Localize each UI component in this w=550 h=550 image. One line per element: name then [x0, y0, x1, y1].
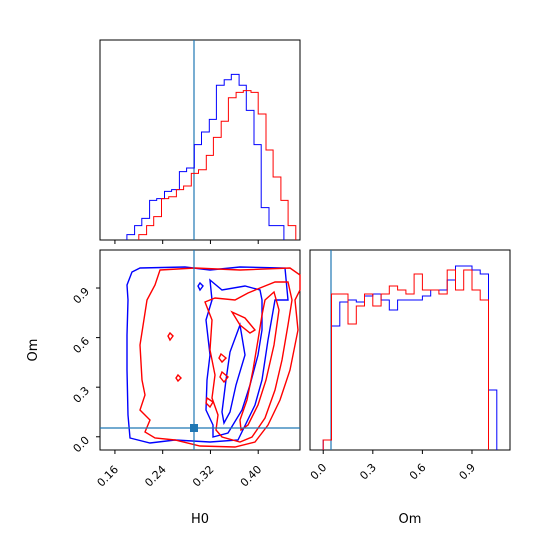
contour-red-island-1: [230, 310, 257, 334]
xlabel-om: Om: [399, 512, 422, 527]
tick-label-om-y: 0.9: [71, 285, 93, 307]
tick-label-h0: 0.40: [238, 463, 265, 490]
tick-label-h0: 0.32: [190, 463, 217, 490]
contour-red-island-6: [218, 352, 228, 364]
truth-marker: [190, 424, 198, 432]
histogram-om: [322, 265, 498, 450]
tick-label-om-x: 0.3: [357, 461, 379, 483]
tick-label-om-x: 0.9: [457, 461, 479, 483]
tick-label-om-x: 0.0: [308, 461, 330, 483]
tick-label-om-y: 0.0: [71, 434, 93, 456]
contour-blue-blob: [197, 281, 204, 292]
contour-red-island-5: [205, 396, 214, 409]
contour-red-mid: [204, 281, 293, 443]
histogram-h0: [126, 73, 297, 240]
contour-red: [139, 267, 301, 448]
contour-red-island-3: [167, 331, 174, 342]
tick-label-om-y: 0.6: [71, 335, 93, 357]
truth-lines: [100, 40, 332, 450]
contour-blue-inner: [221, 322, 246, 426]
panel-h0-om-contour: [99, 249, 301, 451]
tick-label-om-y: 0.3: [71, 384, 93, 406]
contour-blue-outer: [126, 266, 289, 444]
contour-red-outer: [139, 267, 301, 448]
contour-red-island-2: [219, 370, 229, 384]
contour-red-island-4: [175, 373, 182, 383]
hist-om-series-red: [322, 269, 489, 450]
panel-h0-marginal: [99, 39, 301, 241]
tick-label-h0: 0.16: [95, 463, 122, 490]
xlabel-h0: H0: [191, 512, 209, 527]
tick-label-om-x: 0.6: [407, 461, 429, 483]
hist-h0-series-red: [138, 90, 297, 240]
hist-h0-series-blue: [126, 73, 285, 240]
axis-ticks: 0.16 0.24 0.32 0.40 0.0 0.3 0.6 0.9 0.0 0.3 0.6 0.9: [71, 240, 479, 490]
ylabel-om: Om: [26, 339, 41, 362]
panel-om-marginal: [309, 249, 511, 451]
tick-label-h0: 0.24: [142, 463, 169, 490]
